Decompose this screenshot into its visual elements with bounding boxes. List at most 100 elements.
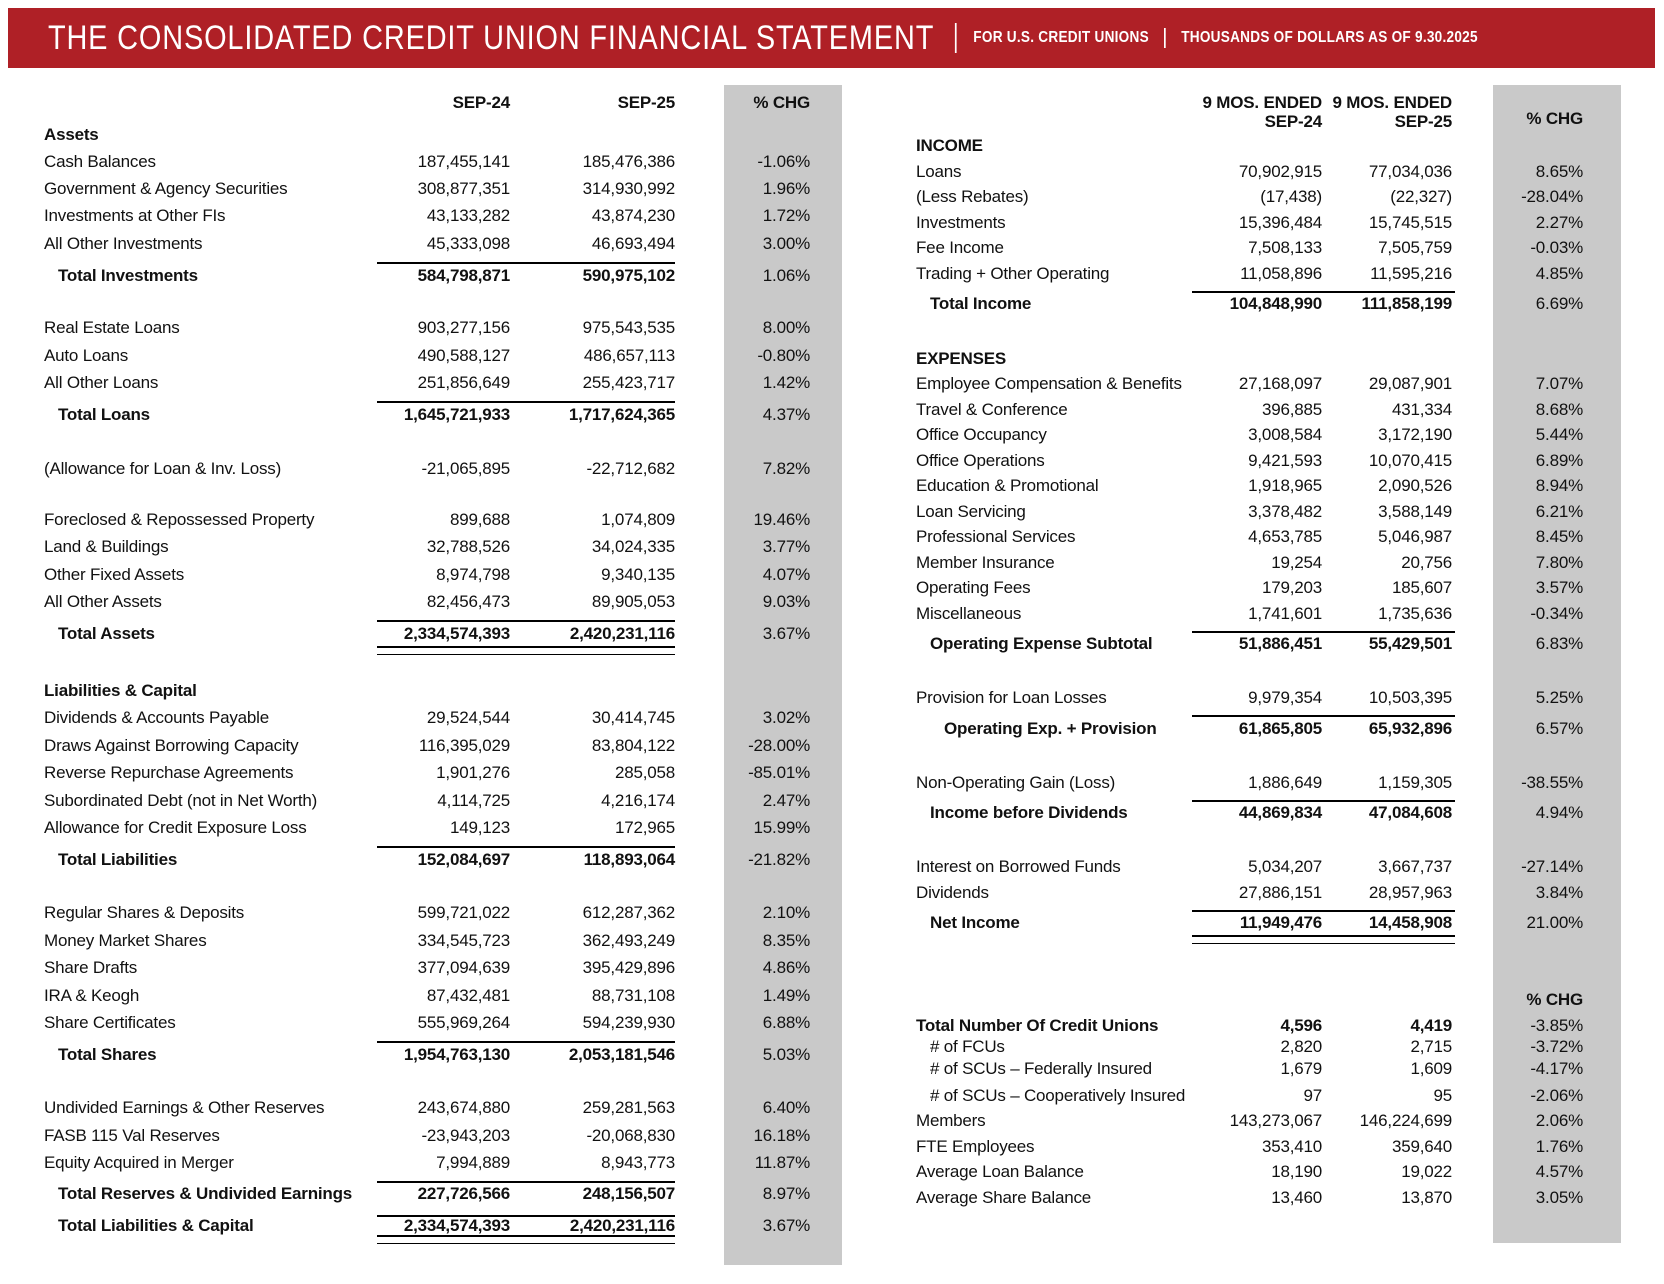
- value-sep24: 1,886,649: [1248, 772, 1322, 792]
- value-pct-chg: 1.49%: [762, 985, 810, 1005]
- row-label: Total Income: [930, 294, 1032, 313]
- value-sep24: 82,456,473: [426, 591, 510, 611]
- value-sep25: 2,053,181,546: [568, 1044, 675, 1064]
- value-sep24: 1,954,763,130: [403, 1044, 510, 1064]
- value-pct-chg: 3.67%: [762, 623, 810, 643]
- table-row: Share Drafts 377,094,639 395,429,896 4.86%: [30, 954, 842, 981]
- value-sep24: 243,674,880: [417, 1098, 511, 1118]
- row-label: Investments at Other FIs: [44, 206, 226, 226]
- table-row: Employee Compensation & Benefits 27,168,0…: [860, 372, 1622, 398]
- value-sep25: 248,156,507: [582, 1183, 676, 1203]
- value-sep24: 353,410: [1261, 1136, 1322, 1156]
- value-sep24: 227,726,566: [417, 1183, 511, 1203]
- table-row: Total Shares 1,954,763,130 2,053,181,546 5.…: [30, 1037, 842, 1073]
- table-row: Miscellaneous 1,741,601 1,735,636 -0.34%: [860, 601, 1622, 627]
- value-sep25: 19,022: [1401, 1162, 1452, 1182]
- value-pct-chg: 7.07%: [1535, 374, 1583, 394]
- value-pct-chg: -85.01%: [748, 763, 810, 783]
- row-label: # of SCUs – Federally Insured: [930, 1059, 1152, 1078]
- divider: [954, 23, 957, 53]
- sum-rule: [377, 1040, 675, 1043]
- row-label: Total Assets: [58, 623, 155, 643]
- value-pct-chg: 2.47%: [762, 790, 810, 810]
- table-row: Total Liabilities & Capital 2,334,574,393…: [30, 1211, 842, 1244]
- value-sep24: 251,856,649: [417, 373, 511, 393]
- table-row: Operating Expense Subtotal 51,886,451 55,4…: [860, 627, 1622, 662]
- row-label: Operating Fees: [916, 578, 1031, 598]
- row-label: FASB 115 Val Reserves: [44, 1125, 220, 1145]
- value-pct-chg: -3.85%: [1530, 1015, 1583, 1035]
- value-sep25: 29,087,901: [1368, 374, 1452, 394]
- row-label: (Allowance for Loan & Inv. Loss): [44, 459, 282, 479]
- value-pct-chg: 11.87%: [754, 1153, 810, 1173]
- value-sep24: 5,034,207: [1248, 857, 1322, 877]
- table-row: All Other Assets 82,456,473 89,905,053 9.03…: [30, 588, 842, 615]
- value-pct-chg: -28.04%: [1521, 187, 1583, 207]
- value-sep24: 308,877,351: [417, 179, 511, 199]
- table-row: Total Liabilities 152,084,697 118,893,064 -…: [30, 842, 842, 878]
- table-row: IRA & Keogh 87,432,481 88,731,108 1.49%: [30, 982, 842, 1009]
- value-pct-chg: 6.69%: [1535, 294, 1583, 313]
- row-label: Travel & Conference: [916, 399, 1068, 419]
- value-pct-chg: 2.06%: [1535, 1111, 1583, 1131]
- value-sep25: (22,327): [1390, 187, 1452, 207]
- value-sep25: 285,058: [614, 763, 675, 783]
- row-label: Foreclosed & Repossessed Property: [44, 509, 315, 529]
- value-sep24: 899,688: [449, 509, 510, 529]
- table-row: Undivided Earnings & Other Reserves 243,6…: [30, 1095, 842, 1122]
- table-row: 9 MOS. ENDED SEP-24 9 MOS. ENDED SEP-25% CH…: [860, 85, 1622, 133]
- row-label: Net Income: [930, 913, 1020, 932]
- table-row: Draws Against Borrowing Capacity 116,395,…: [30, 732, 842, 759]
- value-sep25: -20,068,830: [586, 1125, 675, 1145]
- row-label: Land & Buildings: [44, 537, 169, 557]
- table-row: Other Fixed Assets 8,974,798 9,340,135 4.07…: [30, 561, 842, 588]
- value-pct-chg: -27.14%: [1521, 857, 1583, 877]
- spacer-row: [30, 483, 842, 506]
- value-pct-chg: 4.57%: [1535, 1162, 1583, 1182]
- value-sep25: 28,957,963: [1368, 882, 1452, 902]
- value-sep24: 19,254: [1271, 552, 1322, 572]
- value-pct-chg: 19.46%: [753, 509, 811, 529]
- value-pct-chg: 8.45%: [1535, 527, 1583, 547]
- row-label: Employee Compensation & Benefits: [916, 374, 1182, 394]
- value-pct-chg: -0.34%: [1530, 603, 1583, 623]
- value-pct-chg: 5.03%: [762, 1044, 810, 1064]
- row-label: Loans: [916, 161, 962, 181]
- row-label: Investments: [916, 212, 1006, 232]
- value-sep24: 584,798,871: [417, 265, 511, 285]
- table-row: Loans 70,902,915 77,034,036 8.65%: [860, 159, 1622, 185]
- value-pct-chg: 1.42%: [762, 373, 810, 393]
- value-sep24: 149,123: [449, 817, 510, 837]
- table-row: Liabilities & Capital: [30, 678, 842, 705]
- sum-rule: [1192, 799, 1455, 802]
- value-sep25: 47,084,608: [1368, 803, 1452, 822]
- value-sep24: 51,886,451: [1238, 634, 1322, 653]
- table-row: EXPENSES: [860, 346, 1622, 372]
- value-sep24: 143,273,067: [1229, 1111, 1323, 1131]
- table-row: Real Estate Loans 903,277,156 975,543,535 8…: [30, 315, 842, 342]
- table-row: (Less Rebates) (17,438) (22,327) -28.04%: [860, 185, 1622, 211]
- table-row: Total Reserves & Undivided Earnings 227,7…: [30, 1177, 842, 1211]
- table-row: Total Income 104,848,990 111,858,199 6.69%: [860, 287, 1622, 322]
- column-header-line1: 9 MOS. ENDED: [1202, 93, 1323, 112]
- value-pct-chg: 8.94%: [1535, 476, 1583, 496]
- double-rule: [1192, 934, 1455, 944]
- value-sep24: 377,094,639: [417, 958, 511, 978]
- value-sep25: 4,419: [1410, 1015, 1452, 1035]
- value-sep25: 185,607: [1391, 578, 1452, 598]
- value-sep25: SEP-25: [617, 93, 676, 112]
- value-sep25: 65,932,896: [1368, 718, 1452, 738]
- table-row: Total Number Of Credit Unions 4,596 4,419 -…: [860, 1013, 1622, 1039]
- table-row: Reverse Repurchase Agreements 1,901,276 28…: [30, 759, 842, 786]
- table-row: INCOME: [860, 133, 1622, 159]
- value-sep24: 9,421,593: [1248, 450, 1322, 470]
- spacer-row: [860, 662, 1622, 686]
- row-label: Real Estate Loans: [44, 318, 180, 338]
- row-label: Fee Income: [916, 238, 1004, 258]
- spacer-row: [30, 294, 842, 315]
- value-sep25: 20,756: [1401, 552, 1452, 572]
- row-label: Income before Dividends: [930, 803, 1128, 822]
- row-label: Average Loan Balance: [916, 1162, 1084, 1182]
- value-sep25: 1,717,624,365: [568, 404, 675, 424]
